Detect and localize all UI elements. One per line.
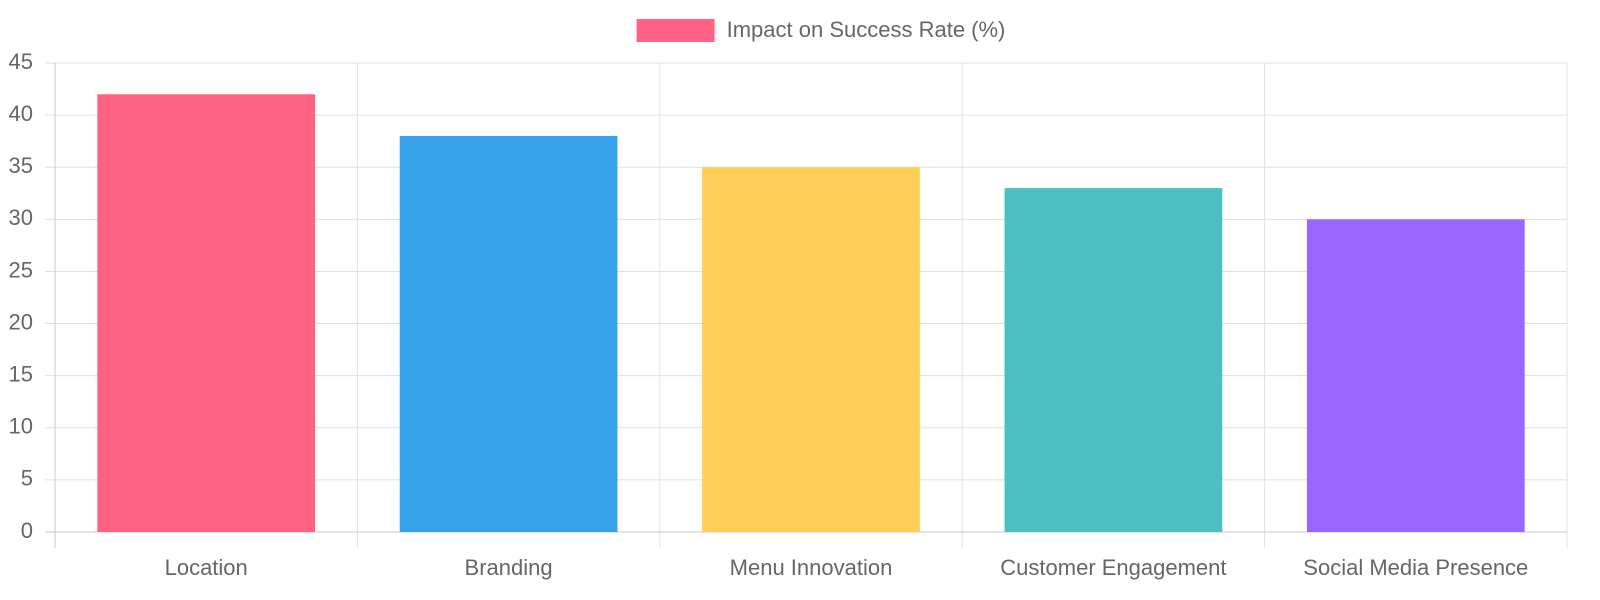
x-tick-label: Menu Innovation — [730, 555, 893, 580]
y-tick-label: 20 — [9, 309, 33, 334]
y-tick-label: 45 — [9, 49, 33, 74]
legend-swatch — [636, 19, 715, 42]
y-tick-label: 0 — [21, 518, 33, 543]
y-tick-label: 10 — [9, 414, 33, 439]
y-tick-label: 25 — [9, 257, 33, 282]
bar — [1306, 219, 1525, 533]
x-tick-label: Customer Engagement — [1000, 555, 1226, 580]
x-tick-label: Branding — [465, 555, 553, 580]
legend-label: Impact on Success Rate (%) — [727, 17, 1006, 42]
x-tick-label: Location — [165, 555, 248, 580]
y-tick-label: 35 — [9, 153, 33, 178]
y-tick-label: 30 — [9, 205, 33, 230]
x-tick-label: Social Media Presence — [1303, 555, 1528, 580]
y-tick-label: 40 — [9, 101, 33, 126]
bar — [399, 135, 618, 532]
y-tick-label: 5 — [21, 466, 33, 491]
bar — [1004, 188, 1223, 533]
bar — [97, 94, 316, 533]
bar — [702, 167, 920, 532]
y-tick-label: 15 — [9, 361, 33, 386]
